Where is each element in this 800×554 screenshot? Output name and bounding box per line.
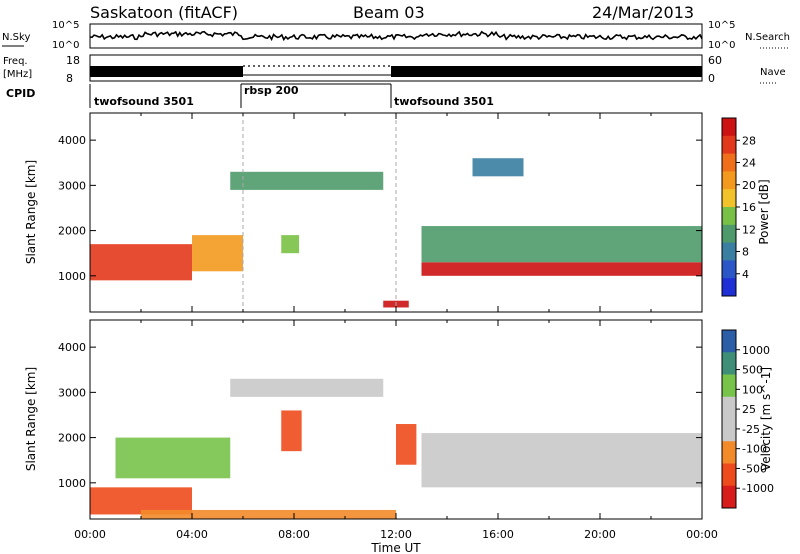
velocity-colorbar-tick-label-6: -500 [742, 462, 767, 475]
y-tick-label-0: 1000 [58, 477, 86, 490]
velocity-colorbar-tick-label-1: 500 [742, 364, 763, 377]
y-tick-label-3: 4000 [58, 134, 86, 147]
echo-band-2 [230, 378, 384, 397]
cpid-segment-1: twofsound 3501 [94, 95, 194, 108]
power-colorbar-tick-label-5: 8 [742, 246, 749, 259]
time-axis-ticks: 00:00 04:00 08:00 12:00 16:00 20:00 00:00 [74, 528, 718, 541]
freq-tick-bottom: 8 [66, 72, 73, 85]
y-tick-label-2: 3000 [58, 386, 86, 399]
nsky-panel-frame [89, 23, 703, 49]
power-colorbar-tick-label-2: 20 [742, 179, 756, 192]
y-tick-label-3: 4000 [58, 341, 86, 354]
time-tick-label-1: 04:00 [176, 528, 208, 541]
echo-band-2 [230, 171, 384, 190]
y-tick-label-0: 1000 [58, 270, 86, 283]
nsky-tick-bottom: 10^0 [52, 40, 79, 51]
power-colorbar-label: Power [dB] [757, 179, 771, 244]
velocity-colorbar: 1000 500 100 25 -25 -100 -500 -1000 [721, 329, 774, 509]
y-tick-label-1: 2000 [58, 432, 86, 445]
velocity-colorbar-tick-label-4: -25 [742, 423, 760, 436]
power-axis: 1000 2000 3000 4000 [58, 113, 703, 312]
power-colorbar-swatch-9 [722, 278, 736, 297]
echo-band-5 [421, 433, 702, 488]
velocity-axis: 1000 2000 3000 4000 [58, 320, 703, 519]
velocity-colorbar-swatch-5 [722, 441, 736, 464]
time-tick-label-5: 20:00 [584, 528, 616, 541]
velocity-ylabel: Slant Range [km] [24, 367, 38, 471]
nsky-trace [89, 30, 703, 42]
freq-label: Freq. [3, 56, 28, 67]
nave-tick-top: 60 [708, 54, 722, 67]
echo-band-1 [192, 235, 243, 272]
velocity-colorbar-swatch-4 [722, 419, 736, 442]
freq-tick-top: 18 [66, 54, 80, 67]
power-colorbar-swatch-8 [722, 260, 736, 279]
echo-band-6 [421, 226, 702, 263]
station-title: Saskatoon (fitACF) [90, 3, 238, 22]
velocity-heatmap-cells [90, 378, 702, 519]
freq-block-1 [90, 66, 243, 77]
echo-band-4 [396, 424, 417, 465]
echo-band-5 [421, 262, 702, 276]
beam-title: Beam 03 [353, 3, 425, 22]
freq-block-2 [391, 66, 702, 77]
power-colorbar-swatch-1 [722, 135, 736, 155]
power-colorbar-tick-label-3: 16 [742, 201, 756, 214]
velocity-colorbar-swatch-7 [722, 485, 736, 509]
velocity-colorbar-tick-label-0: 1000 [742, 344, 770, 357]
power-colorbar-swatch-3 [722, 171, 736, 190]
echo-band-6 [141, 509, 396, 519]
nsearch-tick-top: 10^5 [708, 20, 735, 31]
velocity-colorbar-frame [721, 329, 737, 509]
velocity-colorbar-tick-label-7: -1000 [742, 482, 774, 495]
velocity-colorbar-tick-label-2: 100 [742, 383, 763, 396]
power-colorbar-swatch-6 [722, 224, 736, 244]
velocity-colorbar-tick-label-3: 25 [742, 403, 756, 416]
echo-band-1 [115, 437, 231, 479]
cpid-label: CPID [6, 87, 35, 100]
echo-band-7 [472, 158, 524, 177]
nsky-label: N.Sky [2, 32, 30, 43]
power-colorbar-swatch-5 [722, 207, 736, 226]
time-tick-label-3: 12:00 [380, 528, 412, 541]
power-colorbar-swatch-7 [722, 242, 736, 261]
power-colorbar-tick-label-0: 28 [742, 134, 756, 147]
velocity-colorbar-label: Velocity [m s^-1] [759, 367, 773, 471]
power-colorbar-tick-label-4: 12 [742, 223, 756, 236]
time-tick-label-6: 00:00 [686, 528, 718, 541]
cpid-segment-2: rbsp 200 [244, 84, 299, 97]
echo-band-3 [281, 410, 302, 452]
freq-unit: [MHz] [3, 69, 32, 80]
nave-tick-bottom: 0 [708, 72, 715, 85]
y-tick-label-1: 2000 [58, 225, 86, 238]
y-tick-label-2: 3000 [58, 179, 86, 192]
time-tick-label-4: 16:00 [482, 528, 514, 541]
power-colorbar-tick-label-6: 4 [742, 268, 749, 281]
power-colorbar-swatch-2 [722, 153, 736, 172]
velocity-colorbar-swatch-2 [722, 374, 736, 398]
nsearch-label: N.Search [745, 32, 790, 43]
time-axis-label: Time UT [370, 541, 421, 554]
power-colorbar-tick-label-1: 24 [742, 157, 756, 170]
nave-label: Nave [760, 67, 786, 78]
velocity-colorbar-swatch-0 [722, 330, 736, 353]
echo-band-0 [90, 244, 192, 281]
time-tick-label-0: 00:00 [74, 528, 106, 541]
power-colorbar: 28 24 20 16 12 8 4 [721, 117, 756, 297]
date-title: 24/Mar/2013 [592, 3, 694, 22]
echo-band-3 [281, 235, 300, 254]
time-tick-label-2: 08:00 [278, 528, 310, 541]
power-heatmap-cells [90, 113, 702, 312]
power-ylabel: Slant Range [km] [24, 160, 38, 264]
velocity-colorbar-swatch-6 [722, 463, 736, 487]
velocity-colorbar-swatch-3 [722, 396, 736, 420]
nsky-tick-top: 10^5 [52, 20, 79, 31]
power-colorbar-swatch-0 [722, 118, 736, 137]
cpid-segment-3: twofsound 3501 [394, 95, 494, 108]
power-colorbar-swatch-4 [722, 189, 736, 208]
nsearch-tick-bottom: 10^0 [708, 40, 735, 51]
velocity-colorbar-swatch-1 [722, 352, 736, 375]
velocity-colorbar-tick-label-5: -100 [742, 443, 767, 456]
